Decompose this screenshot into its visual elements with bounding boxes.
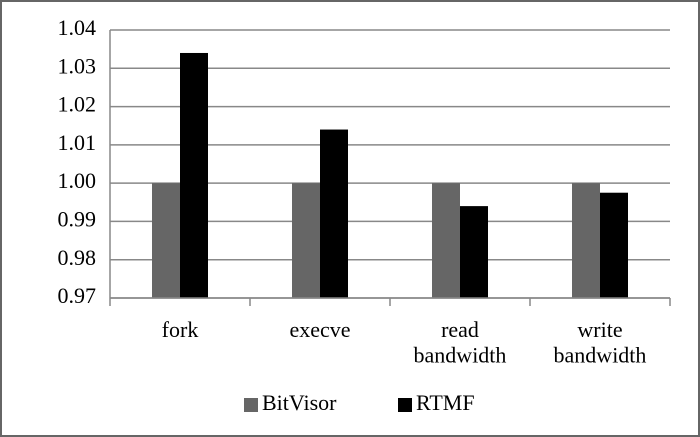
bar [180,52,208,298]
y-tick-label: 1.02 [58,92,97,117]
y-tick-label: 0.97 [58,283,97,308]
bar [320,129,348,298]
x-tick-label: write bandwidth [554,317,647,367]
x-tick-label: fork [162,317,199,342]
y-tick-label: 1.01 [58,130,97,155]
bar [292,183,320,298]
legend-swatch [244,398,258,412]
bar [460,206,488,298]
y-tick-label: 0.99 [58,206,97,231]
x-tick-label: read bandwidth [414,317,507,367]
legend-swatch [398,398,412,412]
y-tick-label: 1.04 [58,15,97,40]
x-tick-label: execve [289,317,350,342]
bar [152,183,180,298]
legend-label: BitVisor [262,390,337,415]
y-tick-label: 0.98 [58,245,97,270]
bar [432,183,460,298]
bar [600,192,628,298]
legend-label: RTMF [416,390,475,415]
y-tick-label: 1.03 [58,53,97,78]
bar [572,183,600,298]
y-tick-label: 1.00 [58,168,97,193]
